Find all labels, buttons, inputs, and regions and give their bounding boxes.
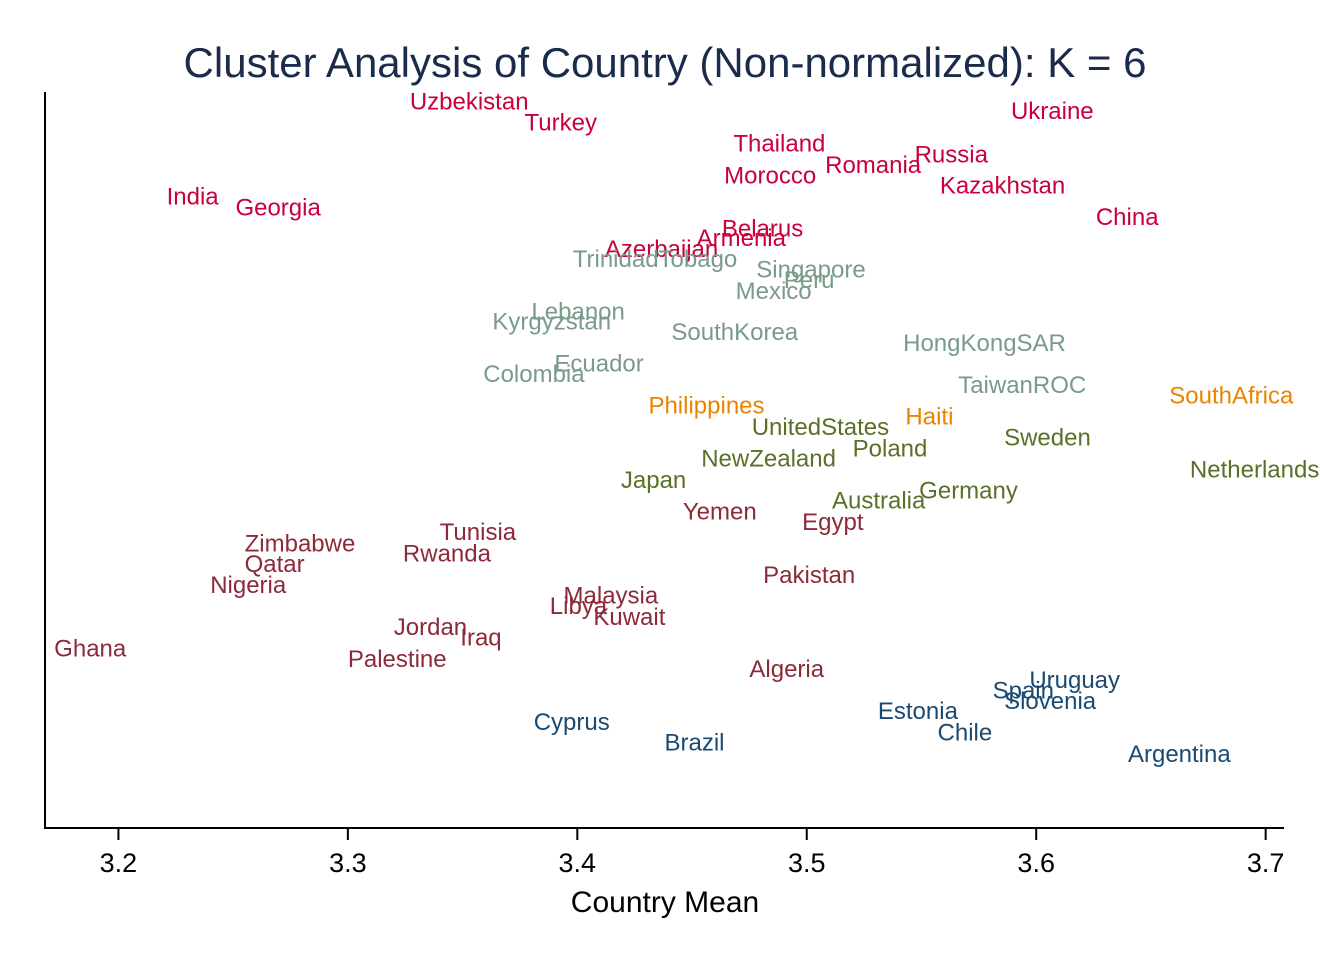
point-label: TaiwanROC — [958, 372, 1086, 399]
point-label: UnitedStates — [752, 414, 889, 441]
x-tick-label: 3.5 — [788, 848, 826, 878]
x-tick-label: 3.7 — [1247, 848, 1285, 878]
point-label: Iraq — [460, 624, 501, 651]
point-label: Chile — [938, 719, 993, 746]
point-label: Turkey — [525, 109, 597, 136]
point-label: Germany — [919, 477, 1018, 504]
point-label: Poland — [853, 435, 928, 462]
point-label: TrinidadTobago — [573, 246, 738, 273]
point-label: Zimbabwe — [245, 530, 356, 557]
point-label: Kazakhstan — [940, 173, 1065, 200]
point-label: Estonia — [878, 698, 959, 725]
point-label: Tunisia — [440, 519, 517, 546]
point-label: Egypt — [802, 509, 864, 536]
x-tick-label: 3.2 — [100, 848, 138, 878]
point-label: Singapore — [756, 256, 865, 283]
point-label: Haiti — [905, 404, 953, 431]
point-label: Netherlands — [1190, 457, 1319, 484]
point-label: Ghana — [54, 636, 127, 663]
point-label: Morocco — [724, 162, 816, 189]
point-label: Qatar — [245, 551, 305, 578]
point-label: Argentina — [1128, 741, 1231, 768]
x-tick-label: 3.6 — [1017, 848, 1055, 878]
point-label: China — [1096, 204, 1159, 231]
x-axis-label: Country Mean — [571, 886, 759, 919]
point-label: Spain — [993, 677, 1054, 704]
point-label: Pakistan — [763, 562, 855, 589]
point-label: Australia — [832, 488, 926, 515]
point-label: SouthKorea — [671, 319, 798, 346]
point-label: Algeria — [749, 656, 824, 683]
x-axis-ticks: 3.2 3.3 3.4 3.5 3.6 3.7 — [100, 828, 1285, 878]
point-label: Peru — [784, 267, 835, 294]
point-label: Philippines — [648, 393, 764, 420]
point-label: Nigeria — [210, 572, 287, 599]
point-label: Lebanon — [531, 298, 624, 325]
point-label: Thailand — [733, 131, 825, 158]
point-label: NewZealand — [701, 446, 836, 473]
point-label: Kyrgyzstan — [492, 309, 611, 336]
point-label: Armenia — [697, 225, 787, 252]
point-label: Slovenia — [1004, 688, 1097, 715]
point-label: Brazil — [665, 730, 725, 757]
point-label: HongKongSAR — [903, 330, 1066, 357]
point-label: Uzbekistan — [410, 89, 529, 116]
point-label: Libya — [550, 593, 608, 620]
chart-title: Cluster Analysis of Country (Non-normali… — [184, 39, 1147, 86]
point-label: Ecuador — [554, 351, 643, 378]
point-label: Russia — [915, 142, 989, 169]
point-label: Ukraine — [1011, 98, 1094, 125]
point-label: Georgia — [235, 195, 321, 222]
x-tick-label: 3.3 — [329, 848, 367, 878]
point-label: Colombia — [483, 361, 585, 388]
point-label: Kuwait — [593, 604, 665, 631]
point-label: Romania — [825, 152, 922, 179]
point-label: Rwanda — [403, 541, 492, 568]
point-label: Belarus — [722, 215, 803, 242]
point-label: Cyprus — [534, 709, 610, 736]
point-label: Palestine — [348, 646, 447, 673]
point-label: Jordan — [394, 614, 467, 641]
point-label: Japan — [621, 467, 686, 494]
point-label: SouthAfrica — [1169, 382, 1294, 409]
point-label: Uruguay — [1029, 667, 1120, 694]
point-label: Malaysia — [564, 583, 659, 610]
x-tick-label: 3.4 — [559, 848, 597, 878]
point-label: Mexico — [736, 278, 812, 305]
point-label: Sweden — [1004, 424, 1091, 451]
point-label: India — [167, 184, 220, 211]
point-label: Yemen — [683, 499, 757, 526]
point-label: Azerbaijan — [605, 236, 718, 263]
